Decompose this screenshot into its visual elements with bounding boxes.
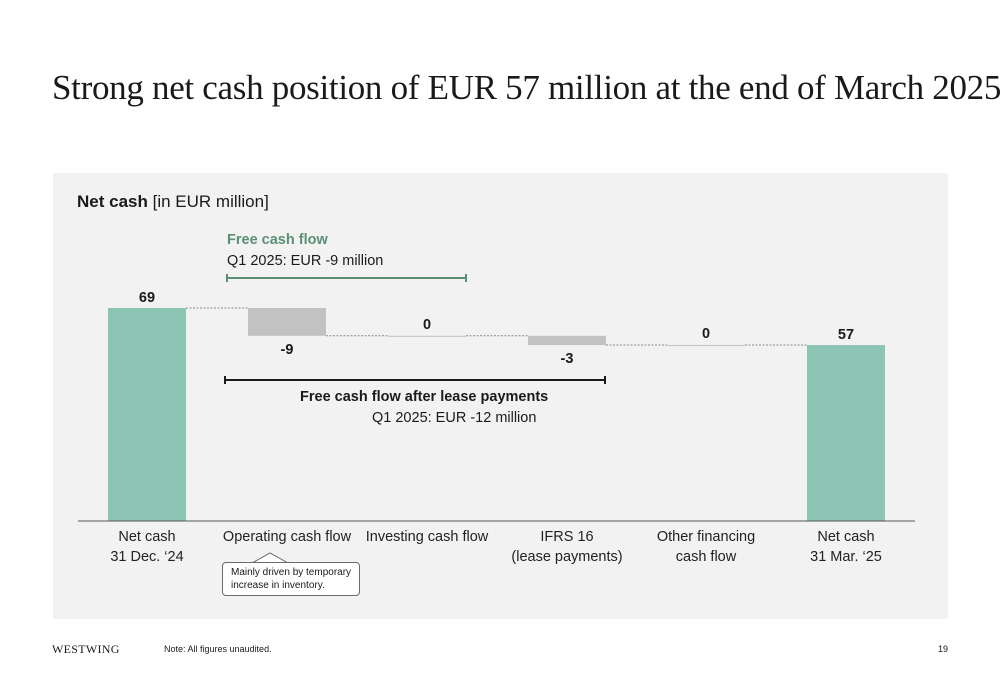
bar-5	[667, 345, 745, 347]
brand-logo-text: WESTWING	[52, 642, 120, 656]
value-label-2: -9	[281, 342, 294, 358]
category-label-5-line-2: cash flow	[676, 549, 737, 565]
value-label-4: -3	[561, 351, 574, 367]
bar-1	[108, 308, 186, 521]
value-label-5: 0	[702, 326, 710, 342]
category-label-4-line-1: IFRS 16	[540, 529, 593, 545]
category-label-4-line-2: (lease payments)	[511, 549, 622, 565]
chart-title: Net cash [in EUR million]	[77, 192, 269, 212]
free-cash-flow-subtitle: Q1 2025: EUR -9 million	[227, 253, 384, 269]
category-label-1-line-2: 31 Dec. ‘24	[110, 549, 183, 565]
bar-6	[807, 345, 885, 521]
category-label-5-line-1: Other financing	[657, 529, 755, 545]
slide-title: Strong net cash position of EUR 57 milli…	[52, 68, 1000, 107]
bar-3	[388, 335, 466, 337]
bar-4	[528, 335, 606, 346]
callout-line-1: Mainly driven by temporary	[231, 567, 352, 578]
bar-2	[248, 308, 326, 336]
callout-line-2: increase in inventory.	[231, 580, 325, 591]
category-label-1-line-1: Net cash	[118, 529, 175, 545]
category-label-6-line-1: Net cash	[817, 529, 874, 545]
chart-title-bold: Net cash	[77, 192, 148, 211]
chart-title-unit: [in EUR million]	[152, 192, 269, 211]
operating-cash-flow-callout: Mainly driven by temporary increase in i…	[222, 562, 360, 596]
value-label-6: 57	[838, 327, 854, 343]
fcf-after-lease-title: Free cash flow after lease payments	[300, 389, 549, 405]
free-cash-flow-title: Free cash flow	[227, 232, 328, 248]
category-label-3-line-1: Investing cash flow	[366, 529, 489, 545]
page-number: 19	[937, 644, 948, 654]
value-label-1: 69	[139, 290, 155, 306]
category-label-2-line-1: Operating cash flow	[223, 529, 352, 545]
chart-panel	[53, 173, 948, 619]
footer-note: Note: All figures unaudited.	[164, 644, 272, 654]
value-label-3: 0	[423, 317, 431, 333]
category-label-6-line-2: 31 Mar. ‘25	[810, 549, 882, 565]
fcf-after-lease-subtitle: Q1 2025: EUR -12 million	[372, 410, 537, 426]
